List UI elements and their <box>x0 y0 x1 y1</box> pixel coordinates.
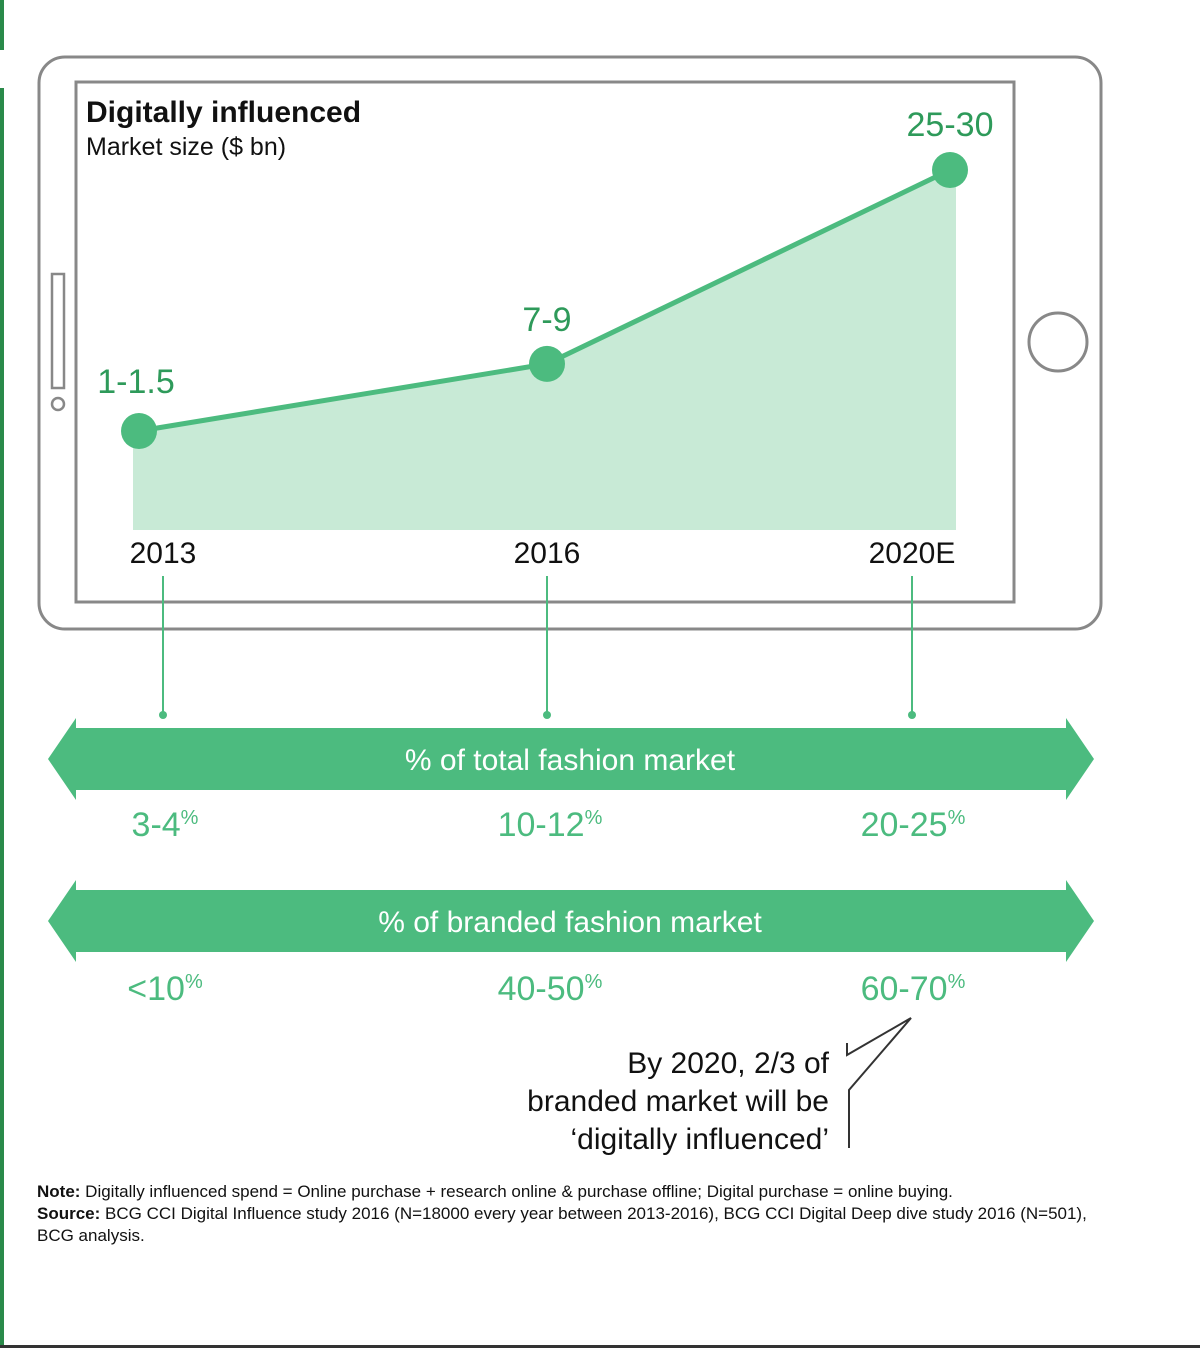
bottom-rule <box>0 1345 1200 1348</box>
tablet-speaker-slot <box>50 272 66 390</box>
band-1-value-2016: 10-12% <box>498 806 603 844</box>
band-arrow-2 <box>48 880 1094 962</box>
band-arrow-1 <box>48 718 1094 800</box>
chart-title: Digitally influenced <box>86 96 361 129</box>
left-accent-rule-lower <box>0 88 4 1348</box>
source-label: Source: <box>37 1204 101 1223</box>
data-point-2020E <box>932 152 968 188</box>
band-label-1: % of total fashion market <box>405 744 736 777</box>
year-connectors <box>159 576 916 719</box>
value-label-2013: 1-1.5 <box>97 363 175 401</box>
left-accent-rule <box>0 0 4 50</box>
callout: By 2020, 2/3 of branded market will be ‘… <box>527 1017 912 1156</box>
band-1-value-2020E: 20-25% <box>861 806 966 844</box>
data-point-2016 <box>529 345 565 382</box>
connector-dot-2013 <box>159 711 167 719</box>
footnotes: Note: Digitally influenced spend = Onlin… <box>37 1181 1117 1247</box>
tablet-screen <box>74 80 1016 604</box>
data-point-2013 <box>121 413 157 449</box>
note-line: Note: Digitally influenced spend = Onlin… <box>37 1181 1117 1203</box>
callout-pointer <box>846 1017 912 1148</box>
source-line: Source: BCG CCI Digital Influence study … <box>37 1203 1117 1247</box>
tablet-camera-icon <box>50 396 66 412</box>
callout-line-1: By 2020, 2/3 of <box>627 1047 829 1080</box>
source-text: BCG CCI Digital Influence study 2016 (N=… <box>37 1204 1087 1245</box>
band-2-value-2020E: 60-70% <box>861 970 966 1008</box>
band-1-value-2013: 3-4% <box>132 806 199 844</box>
band-2-value-2016: 40-50% <box>498 970 603 1008</box>
year-label-2013: 2013 <box>130 537 197 570</box>
band-group: % of total fashion market 3-4% 10-12% 20-25… <box>48 718 1094 1008</box>
home-button-icon <box>1027 311 1089 373</box>
value-label-2020E: 25-30 <box>907 106 994 144</box>
note-text: Digitally influenced spend = Online purc… <box>80 1182 953 1201</box>
callout-line-3: ‘digitally influenced’ <box>571 1123 830 1156</box>
tablet-frame <box>37 55 1103 631</box>
chart-plot-area: 1-1.5 2013 7-9 2016 25-30 2020E <box>97 106 993 570</box>
connector-dot-2016 <box>543 711 551 719</box>
area-fill <box>133 170 956 530</box>
year-label-2016: 2016 <box>514 537 581 570</box>
band-label-2: % of branded fashion market <box>378 906 762 939</box>
tablet-outline <box>37 55 1103 631</box>
callout-line-2: branded market will be <box>527 1085 829 1118</box>
year-label-2020E: 2020E <box>869 537 956 570</box>
note-label: Note: <box>37 1182 81 1201</box>
value-label-2016: 7-9 <box>522 301 571 339</box>
chart-subtitle: Market size ($ bn) <box>86 133 286 161</box>
band-2-value-2013: <10% <box>127 970 203 1008</box>
connector-dot-2020E <box>908 711 916 719</box>
